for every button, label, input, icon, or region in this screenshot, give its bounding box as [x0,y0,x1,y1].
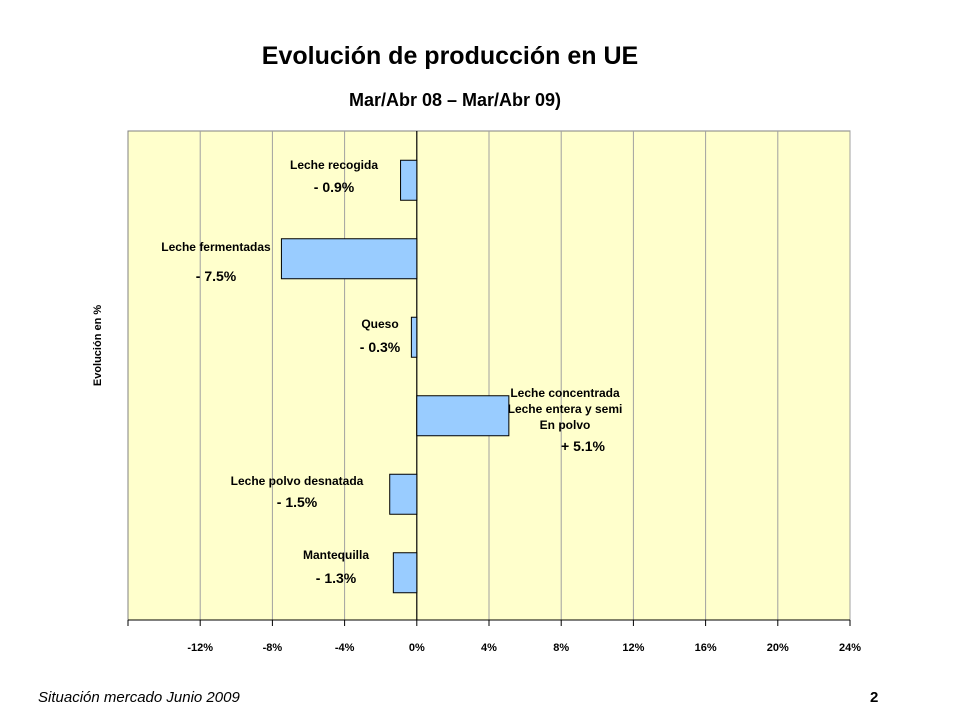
x-tick-label: 16% [695,642,717,654]
bar-category-label: Queso [361,317,398,331]
bar [400,159,418,201]
bar-value-label: - 0.9% [314,179,355,195]
x-tick-label: 12% [622,642,644,654]
bar-category-label: Leche recogida [290,158,378,172]
chart-title: Evolución de producción en UE [261,42,639,70]
bar [410,316,418,358]
x-tick-label: 20% [767,642,789,654]
bar-category-label: Leche entera y semi [508,402,623,416]
bar-value-label: - 0.3% [360,339,401,355]
footer-caption: Situación mercado Junio 2009 [38,689,240,706]
bar-value-label: - 1.3% [316,570,357,586]
bar-category-label: Leche concentrada [510,386,620,400]
bar-labels: Leche recogida - 0.9% Leche fermentadas - 7… [161,158,622,586]
chart-subtitle: Mar/Abr 08 – Mar/Abr 09) [348,90,562,110]
page-number: 2 [870,689,879,706]
x-tick-label: 0% [409,642,425,654]
bar [280,238,418,280]
bar-value-label: - 7.5% [196,268,237,284]
bar-category-label: Leche polvo desnatada [231,474,364,488]
bars [280,159,510,594]
x-tick-label: -12% [187,642,213,654]
bar-value-label: + 5.1% [561,438,606,454]
bar [392,552,418,594]
gridlines [199,131,851,620]
x-tick-label: -4% [335,642,355,654]
bar-category-label: En polvo [540,418,591,432]
bar [389,473,418,515]
bar-value-label: - 1.5% [277,494,318,510]
x-tick-label: 8% [553,642,569,654]
bar [416,395,510,437]
bar-category-label: Mantequilla [303,548,369,562]
bar-category-label: Leche fermentadas [161,240,271,254]
x-tick-label: -8% [263,642,283,654]
x-tick-label: 24% [839,642,861,654]
x-tick-label: 4% [481,642,497,654]
x-axis: -12% -8% -4% 0% 4% 8% 12% 16% 20% 24% [127,619,861,654]
y-axis-label: Evolución en % [92,305,104,387]
